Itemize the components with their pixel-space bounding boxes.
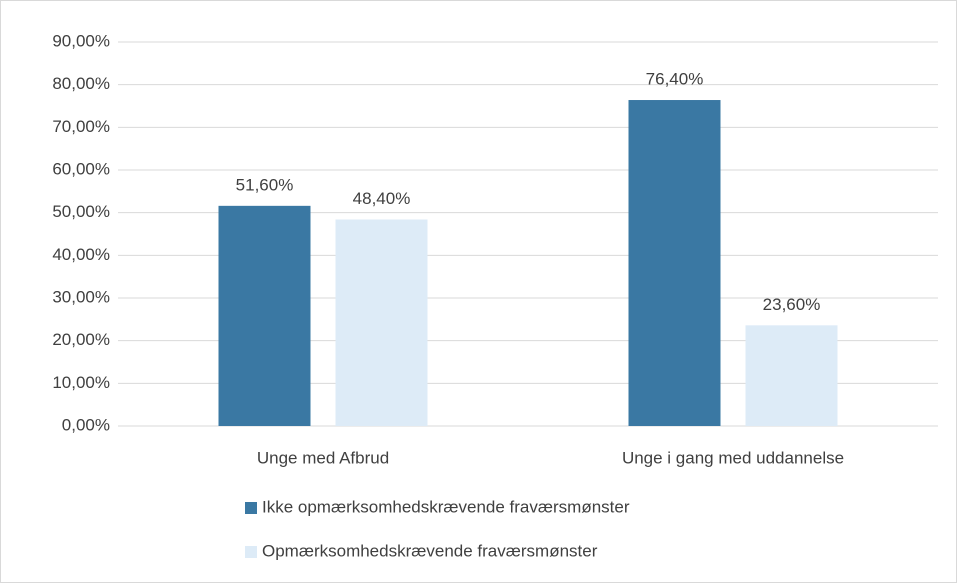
y-tick-label: 40,00% xyxy=(52,245,110,264)
value-label: 23,60% xyxy=(763,295,821,314)
y-tick-label: 80,00% xyxy=(52,74,110,93)
value-label: 48,40% xyxy=(353,189,411,208)
y-tick-label: 70,00% xyxy=(52,117,110,136)
legend-swatch xyxy=(245,546,257,558)
y-tick-label: 50,00% xyxy=(52,202,110,221)
value-label: 51,60% xyxy=(236,175,294,194)
bar xyxy=(335,219,428,426)
bar xyxy=(745,325,838,426)
y-tick-label: 10,00% xyxy=(52,373,110,392)
y-tick-label: 90,00% xyxy=(52,31,110,50)
value-label: 76,40% xyxy=(646,70,704,89)
legend-label: Ikke opmærksomhedskrævende fraværsmønste… xyxy=(262,497,630,516)
x-tick-label: Unge med Afbrud xyxy=(257,448,389,467)
y-tick-label: 60,00% xyxy=(52,159,110,178)
bar xyxy=(218,205,311,426)
y-tick-label: 0,00% xyxy=(62,415,110,434)
bar xyxy=(628,100,721,426)
y-tick-label: 20,00% xyxy=(52,330,110,349)
legend-label: Opmærksomhedskrævende fraværsmønster xyxy=(262,541,598,560)
legend-swatch xyxy=(245,502,257,514)
x-tick-label: Unge i gang med uddannelse xyxy=(622,448,844,467)
y-tick-label: 30,00% xyxy=(52,287,110,306)
